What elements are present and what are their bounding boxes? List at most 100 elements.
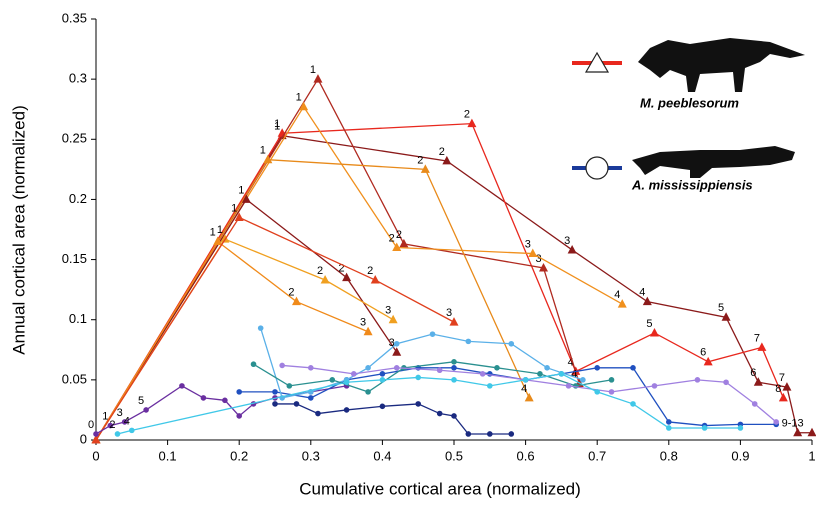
y-tick-label: 0.1 <box>69 311 87 326</box>
data-point <box>773 419 779 425</box>
data-point <box>294 401 300 407</box>
data-point <box>380 371 386 377</box>
data-point <box>451 359 457 365</box>
data-point <box>365 389 371 395</box>
point-label: 5 <box>646 318 652 330</box>
data-point <box>201 395 207 401</box>
data-point <box>251 361 257 367</box>
point-label: 2 <box>317 265 323 277</box>
x-tick-label: 0.8 <box>660 448 678 463</box>
data-point <box>580 377 586 383</box>
data-point <box>480 371 486 377</box>
point-label: 2 <box>464 109 470 121</box>
data-point <box>630 365 636 371</box>
data-point <box>308 365 314 371</box>
x-tick-label: 0.1 <box>159 448 177 463</box>
data-point <box>594 365 600 371</box>
data-point <box>236 413 242 419</box>
alligator-silhouette <box>632 146 795 178</box>
point-label: 3 <box>446 307 452 319</box>
point-label: 3 <box>117 407 123 419</box>
point-label: 2 <box>389 232 395 244</box>
dinosaur-silhouette <box>638 38 805 92</box>
x-tick-label: 0.4 <box>373 448 391 463</box>
data-point <box>415 375 421 381</box>
y-axis-label: Annual cortical area (normalized) <box>9 105 28 354</box>
data-point <box>365 365 371 371</box>
point-label: 3 <box>525 238 531 250</box>
data-point <box>466 431 472 437</box>
series-line <box>254 362 612 392</box>
point-label: 1 <box>296 92 302 104</box>
data-point <box>236 389 242 395</box>
data-point <box>351 371 357 377</box>
data-point <box>508 341 514 347</box>
point-label: 1 <box>231 202 237 214</box>
point-label: 1 <box>210 226 216 238</box>
y-tick-label: 0.2 <box>69 191 87 206</box>
series-line <box>117 374 740 434</box>
data-point <box>415 401 421 407</box>
data-point <box>702 425 708 431</box>
data-point <box>537 371 543 377</box>
data-point <box>344 407 350 413</box>
x-tick-label: 0.5 <box>445 448 463 463</box>
y-tick-label: 0.25 <box>62 131 87 146</box>
point-label: 4 <box>124 415 130 427</box>
point-label: 9-13 <box>782 418 804 430</box>
data-point <box>315 411 321 417</box>
legend-label: A. mississippiensis <box>631 177 753 192</box>
data-point <box>279 363 285 369</box>
y-tick-label: 0.3 <box>69 71 87 86</box>
point-label: 4 <box>639 287 645 299</box>
data-point <box>723 379 729 385</box>
point-label: 4 <box>521 383 527 395</box>
data-point <box>494 365 500 371</box>
data-point <box>573 383 579 389</box>
data-point <box>451 365 457 371</box>
point-label: 5 <box>138 395 144 407</box>
data-point <box>487 431 493 437</box>
data-point <box>451 377 457 383</box>
series-line <box>96 79 579 440</box>
data-point <box>752 401 758 407</box>
x-tick-label: 0.7 <box>588 448 606 463</box>
data-point <box>666 425 672 431</box>
point-label: 1 <box>238 184 244 196</box>
point-label: 4 <box>614 289 620 301</box>
data-point <box>308 395 314 401</box>
data-point <box>559 371 565 377</box>
x-tick-label: 1 <box>808 448 815 463</box>
data-point <box>380 404 386 410</box>
data-point <box>487 371 493 377</box>
point-label: 6 <box>700 347 706 359</box>
data-point <box>508 431 514 437</box>
data-point <box>523 377 529 383</box>
point-label: 2 <box>417 154 423 166</box>
data-point <box>437 411 443 417</box>
data-point <box>430 331 436 337</box>
data-point <box>609 389 615 395</box>
data-point <box>143 407 149 413</box>
point-label: 6 <box>750 367 756 379</box>
data-point <box>594 389 600 395</box>
x-tick-label: 0.9 <box>731 448 749 463</box>
y-tick-label: 0 <box>80 431 87 446</box>
point-label: 2 <box>288 287 294 299</box>
data-point <box>666 419 672 425</box>
data-point <box>630 401 636 407</box>
series-line <box>275 404 511 434</box>
legend: M. peeblesorum A. mississippiensis <box>572 38 805 192</box>
data-point <box>451 413 457 419</box>
point-label: 3 <box>385 305 391 317</box>
data-point <box>566 383 572 389</box>
x-tick-label: 0.2 <box>230 448 248 463</box>
y-tick-label: 0.15 <box>62 251 87 266</box>
data-point <box>287 383 293 389</box>
point-label: 3 <box>535 253 541 265</box>
point-label: 2 <box>396 229 402 241</box>
legend-marker <box>586 157 608 179</box>
y-tick-label: 0.35 <box>62 10 87 25</box>
